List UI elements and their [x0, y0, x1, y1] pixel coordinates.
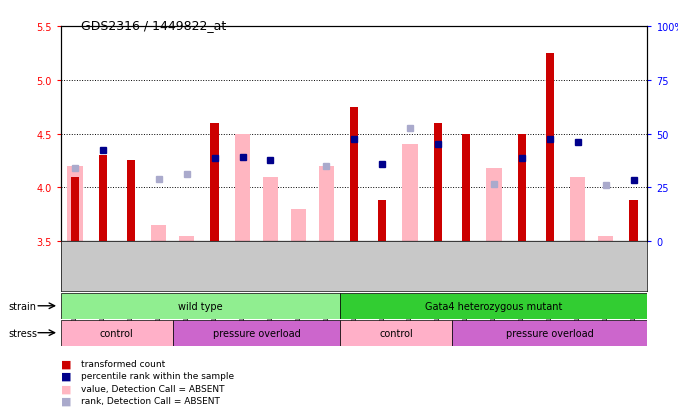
Bar: [71, 177, 79, 242]
Text: value, Detection Call = ABSENT: value, Detection Call = ABSENT: [81, 384, 225, 393]
Bar: [127, 161, 135, 242]
Bar: [462, 134, 470, 242]
Text: Gata4 heterozygous mutant: Gata4 heterozygous mutant: [425, 301, 563, 311]
Text: rank, Detection Call = ABSENT: rank, Detection Call = ABSENT: [81, 396, 220, 405]
Bar: [434, 123, 442, 242]
Text: transformed count: transformed count: [81, 359, 165, 368]
Bar: [235, 134, 250, 242]
Bar: [452, 320, 647, 346]
Text: ■: ■: [61, 358, 71, 368]
Bar: [517, 134, 526, 242]
Bar: [340, 293, 647, 319]
Bar: [486, 169, 502, 242]
Text: pressure overload: pressure overload: [506, 328, 594, 338]
Bar: [378, 201, 386, 242]
Text: percentile rank within the sample: percentile rank within the sample: [81, 371, 235, 380]
Bar: [67, 166, 83, 242]
Text: strain: strain: [8, 301, 36, 311]
Bar: [340, 320, 452, 346]
Bar: [403, 145, 418, 242]
Bar: [173, 320, 340, 346]
Text: wild type: wild type: [178, 301, 223, 311]
Bar: [598, 236, 614, 242]
Bar: [291, 209, 306, 242]
Bar: [61, 293, 340, 319]
Bar: [570, 177, 585, 242]
Text: stress: stress: [8, 328, 37, 338]
Bar: [629, 201, 638, 242]
Bar: [179, 236, 195, 242]
Bar: [263, 177, 278, 242]
Text: control: control: [100, 328, 134, 338]
Text: ■: ■: [61, 371, 71, 381]
Bar: [151, 225, 166, 242]
Text: GDS2316 / 1449822_at: GDS2316 / 1449822_at: [81, 19, 226, 31]
Bar: [99, 156, 107, 242]
Text: ■: ■: [61, 383, 71, 393]
Text: control: control: [379, 328, 413, 338]
Bar: [546, 54, 554, 242]
Bar: [350, 107, 359, 242]
Bar: [61, 320, 173, 346]
Bar: [210, 123, 219, 242]
Text: ■: ■: [61, 396, 71, 406]
Text: pressure overload: pressure overload: [213, 328, 300, 338]
Bar: [319, 166, 334, 242]
